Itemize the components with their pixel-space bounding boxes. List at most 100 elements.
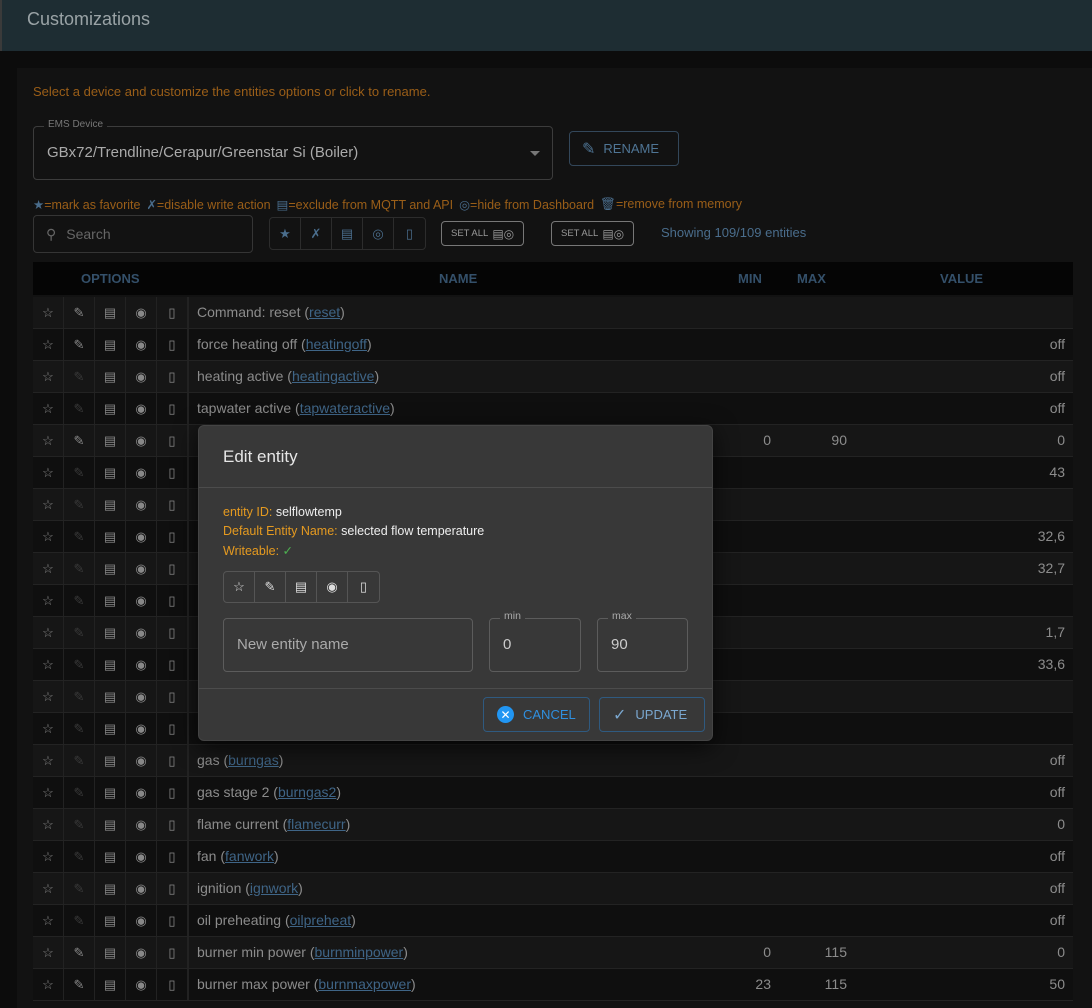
comment-icon[interactable]: ▤ [95, 393, 126, 424]
table-row[interactable]: ☆ ✎ ▤ ◉ ▯ oil preheating (oilpreheat) of… [33, 905, 1073, 937]
eye-icon[interactable]: ◉ [126, 617, 157, 648]
table-row[interactable]: ☆ ✎ ▤ ◉ ▯ tapwater active (tapwateractiv… [33, 393, 1073, 425]
star-icon[interactable]: ☆ [33, 777, 64, 808]
star-icon[interactable]: ☆ [33, 713, 64, 744]
pencil-icon[interactable]: ✎ [64, 969, 95, 1000]
comment-icon[interactable]: ▤ [95, 873, 126, 904]
trash-icon[interactable]: ▯ [157, 649, 188, 680]
pencil-icon[interactable]: ✎ [64, 777, 95, 808]
trash-icon[interactable]: ▯ [157, 489, 188, 520]
trash-icon[interactable]: ▯ [157, 841, 188, 872]
entity-id-link[interactable]: fanwork [225, 848, 275, 864]
col-name[interactable]: NAME [439, 271, 478, 286]
comment-icon[interactable]: ▤ [95, 777, 126, 808]
pencil-icon[interactable]: ✎ [64, 297, 95, 328]
eye-icon[interactable]: ◉ [126, 361, 157, 392]
comment-icon[interactable]: ▤ [286, 572, 317, 602]
star-icon[interactable]: ☆ [33, 457, 64, 488]
pencil-icon[interactable]: ✎ [64, 425, 95, 456]
eye-icon[interactable]: ◉ [126, 329, 157, 360]
pencil-icon[interactable]: ✎ [64, 809, 95, 840]
comment-icon[interactable]: ▤ [95, 745, 126, 776]
pencil-icon[interactable]: ✎ [64, 745, 95, 776]
eye-icon[interactable]: ◉ [126, 585, 157, 616]
pencil-icon[interactable]: ✎ [64, 361, 95, 392]
star-icon[interactable]: ☆ [33, 425, 64, 456]
entity-id-link[interactable]: oilpreheat [289, 912, 352, 928]
eye-icon[interactable]: ◉ [126, 873, 157, 904]
pencil-icon[interactable]: ✎ [64, 553, 95, 584]
search-input[interactable]: ⚲ Search [33, 215, 253, 253]
pencil-icon[interactable]: ✎ [64, 457, 95, 488]
comment-icon[interactable]: ▤ [95, 297, 126, 328]
pencil-icon[interactable]: ✎ [64, 905, 95, 936]
trash-icon[interactable]: ▯ [157, 681, 188, 712]
entity-id-link[interactable]: ignwork [249, 880, 299, 896]
comment-icon[interactable]: ▤ [95, 969, 126, 1000]
set-all-visible-button[interactable]: SET ALL ▤◎ [441, 221, 525, 246]
table-row[interactable]: ☆ ✎ ▤ ◉ ▯ burner max power (burnmaxpower… [33, 969, 1073, 1001]
eye-icon[interactable]: ◉ [126, 553, 157, 584]
trash-icon[interactable]: ▯ [157, 329, 188, 360]
comment-icon[interactable]: ▤ [95, 937, 126, 968]
comment-icon[interactable]: ▤ [95, 553, 126, 584]
star-icon[interactable]: ☆ [33, 809, 64, 840]
trash-icon[interactable]: ▯ [157, 617, 188, 648]
comment-icon[interactable]: ▤ [95, 617, 126, 648]
trash-icon[interactable]: ▯ [157, 585, 188, 616]
comment-icon[interactable]: ▤ [95, 649, 126, 680]
col-min[interactable]: MIN [738, 271, 762, 286]
trash-icon[interactable]: ▯ [157, 553, 188, 584]
filter-readonly-icon[interactable]: ✗ [301, 218, 332, 249]
table-row[interactable]: ☆ ✎ ▤ ◉ ▯ fan (fanwork) off [33, 841, 1073, 873]
table-row[interactable]: ☆ ✎ ▤ ◉ ▯ Command: reset (reset) [33, 297, 1073, 329]
favorite-star-icon[interactable]: ☆ [224, 572, 255, 602]
star-icon[interactable]: ☆ [33, 329, 64, 360]
star-icon[interactable]: ☆ [33, 521, 64, 552]
pencil-icon[interactable]: ✎ [64, 329, 95, 360]
star-icon[interactable]: ☆ [33, 617, 64, 648]
trash-icon[interactable]: ▯ [157, 361, 188, 392]
comment-icon[interactable]: ▤ [95, 521, 126, 552]
star-icon[interactable]: ☆ [33, 745, 64, 776]
trash-icon[interactable]: ▯ [157, 297, 188, 328]
trash-icon[interactable]: ▯ [359, 579, 368, 594]
star-icon[interactable]: ☆ [33, 969, 64, 1000]
comment-icon[interactable]: ▤ [95, 841, 126, 872]
trash-icon[interactable]: ▯ [157, 745, 188, 776]
pencil-icon[interactable]: ✎ [64, 393, 95, 424]
trash-icon[interactable]: ▯ [157, 969, 188, 1000]
comment-icon[interactable]: ▤ [95, 585, 126, 616]
comment-icon[interactable]: ▤ [95, 361, 126, 392]
pencil-icon[interactable]: ✎ [64, 713, 95, 744]
entity-name[interactable]: gas (burngas) [197, 752, 284, 768]
col-max[interactable]: MAX [797, 271, 826, 286]
pencil-icon[interactable]: ✎ [64, 617, 95, 648]
trash-icon[interactable]: ▯ [157, 809, 188, 840]
table-row[interactable]: ☆ ✎ ▤ ◉ ▯ ignition (ignwork) off [33, 873, 1073, 905]
entity-id-link[interactable]: reset [309, 304, 341, 320]
entity-name[interactable]: force heating off (heatingoff) [197, 336, 372, 352]
filter-exclude-icon[interactable]: ▤ [332, 218, 363, 249]
star-icon[interactable]: ☆ [33, 297, 64, 328]
comment-icon[interactable]: ▤ [95, 905, 126, 936]
eye-icon[interactable]: ◉ [126, 745, 157, 776]
comment-icon[interactable]: ▤ [95, 457, 126, 488]
pencil-icon[interactable]: ✎ [64, 649, 95, 680]
table-row[interactable]: ☆ ✎ ▤ ◉ ▯ gas stage 2 (burngas2) off [33, 777, 1073, 809]
entity-name[interactable]: heating active (heatingactive) [197, 368, 380, 384]
pencil-icon[interactable]: ✎ [255, 572, 286, 602]
trash-icon[interactable]: ▯ [157, 873, 188, 904]
trash-icon[interactable]: ▯ [157, 713, 188, 744]
star-icon[interactable]: ☆ [33, 361, 64, 392]
table-row[interactable]: ☆ ✎ ▤ ◉ ▯ flame current (flamecurr) 0 [33, 809, 1073, 841]
pencil-icon[interactable]: ✎ [64, 841, 95, 872]
entity-name[interactable]: oil preheating (oilpreheat) [197, 912, 356, 928]
entity-id-link[interactable]: burnminpower [314, 944, 404, 960]
entity-name[interactable]: tapwater active (tapwateractive) [197, 400, 395, 416]
eye-icon[interactable]: ◉ [126, 649, 157, 680]
pencil-icon[interactable]: ✎ [64, 937, 95, 968]
eye-icon[interactable]: ◉ [126, 809, 157, 840]
entity-id-link[interactable]: heatingoff [305, 336, 367, 352]
eye-icon[interactable]: ◉ [126, 489, 157, 520]
